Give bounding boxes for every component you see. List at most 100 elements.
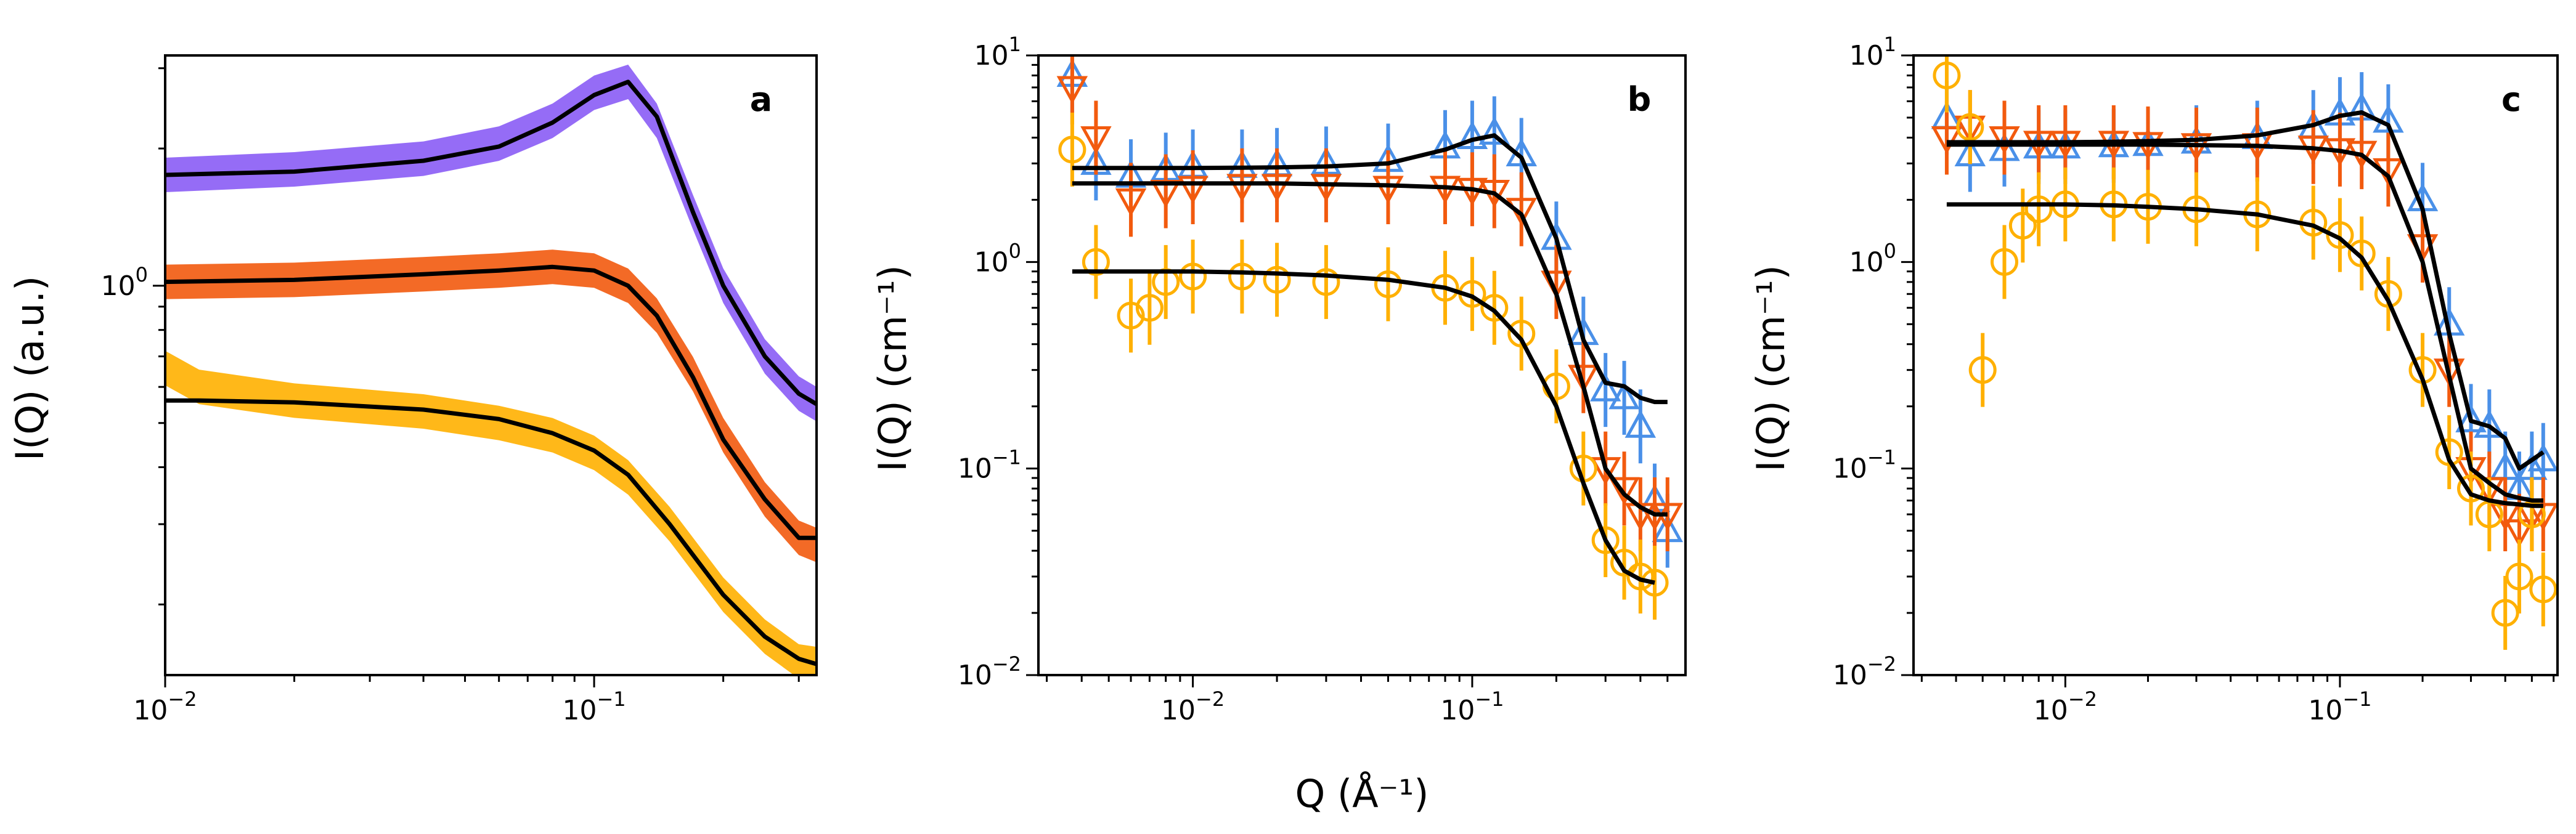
data-point-orange (1931, 126, 1963, 155)
data-point-blue (1624, 410, 1657, 438)
data-point-orange (1310, 174, 1342, 203)
data-point-yellow (1135, 294, 1164, 322)
fit-line-yellow (1946, 202, 2543, 508)
axes-frame (164, 54, 818, 676)
series-yellow (165, 350, 817, 675)
data-point-yellow (1641, 569, 1669, 597)
x-tick-label: 10−2 (133, 687, 197, 726)
data-point-orange (1226, 174, 1258, 203)
data-point-yellow (2457, 474, 2485, 503)
series-orange (165, 249, 817, 562)
data-point-yellow (2024, 195, 2053, 224)
data-point-yellow (1480, 294, 1509, 322)
y-tick-label: 101 (974, 33, 1021, 71)
data-point-orange (1608, 477, 1640, 506)
panel-a-label: a (750, 80, 772, 119)
data-point-yellow (2326, 221, 2354, 249)
data-point-yellow (2529, 575, 2558, 604)
series-orange (1056, 55, 1684, 552)
data-point-yellow (1312, 268, 1340, 296)
data-point-blue (1954, 138, 1986, 166)
data-band-orange (165, 249, 817, 562)
data-point-yellow (1228, 262, 1256, 291)
data-point-yellow (2505, 562, 2533, 591)
data-point-blue (2373, 104, 2404, 133)
data-point-yellow (1082, 248, 1110, 276)
y-tick-label: 10−2 (1833, 652, 1896, 691)
data-point-blue (1608, 381, 1640, 410)
x-tick-label: 10−1 (2308, 687, 2371, 726)
data-point-yellow (1117, 301, 1145, 330)
data-point-yellow (1626, 562, 1655, 591)
series-purple (165, 64, 817, 422)
data-point-orange (2527, 503, 2558, 532)
data-point-yellow (1968, 356, 1997, 384)
panel-b-plot-area: 10−2 10−1 10−2 10−1 100 101 (958, 33, 1687, 726)
panel-c-ylabel: I(Q) (cm⁻¹) (1748, 265, 1793, 472)
axes-frame (1912, 54, 2559, 676)
x-tick-label: 10−2 (2034, 687, 2097, 726)
y-tick-label: 10−2 (958, 652, 1021, 691)
shared-xlabel: Q (Å⁻¹) (1295, 771, 1429, 816)
fit-line-blue (1072, 133, 1668, 405)
data-point-yellow (2374, 280, 2402, 308)
data-point-yellow (1374, 270, 1402, 299)
x-tick-label: 10−1 (1440, 687, 1504, 726)
data-point-yellow (1591, 526, 1620, 554)
panel-b-chart: 10−2 10−1 10−2 10−1 100 101 b I(Q) (cm⁻¹) Q (… (870, 33, 1687, 816)
data-point-orange (1080, 126, 1112, 155)
y-tick-label: 100 (101, 263, 148, 302)
fit-line-orange (1072, 181, 1668, 517)
data-point-orange (1115, 188, 1147, 217)
data-point-orange (1989, 126, 2020, 155)
data-point-orange (1177, 176, 1209, 204)
data-point-orange (2503, 519, 2535, 548)
x-tick-label: 10−2 (1161, 687, 1225, 726)
data-point-blue (1456, 121, 1488, 149)
panel-a-data-layer (165, 64, 817, 675)
data-point-orange (1589, 457, 1621, 485)
data-point-yellow (1263, 265, 1291, 294)
y-tick-label: 10−1 (958, 446, 1021, 485)
fit-line-orange (1946, 142, 2543, 503)
data-point-yellow (1990, 248, 2018, 276)
data-point-yellow (1610, 549, 1639, 577)
data-point-orange (1568, 365, 1599, 393)
data-point-yellow (1507, 320, 1536, 348)
y-tick-label: 101 (1849, 33, 1896, 71)
data-point-yellow (2435, 438, 2463, 466)
data-point-yellow (2347, 239, 2376, 267)
fit-line-yellow (1072, 269, 1655, 585)
data-point-yellow (1933, 61, 1961, 89)
y-tick-label: 100 (974, 239, 1021, 278)
data-band-purple (165, 64, 817, 422)
data-point-blue (1478, 116, 1510, 145)
panel-b-data-layer (1056, 55, 1684, 620)
panel-a-chart: 10−2 10−1 100 a I(Q) (a.u.) (7, 54, 818, 726)
panel-a-plot-area: 10−2 10−1 100 (101, 54, 818, 726)
data-point-yellow (2008, 211, 2037, 240)
y-tick-label: 10−1 (1833, 446, 1896, 485)
fit-line-orange (165, 264, 817, 540)
data-point-yellow (1956, 113, 1984, 141)
panel-c-chart: 10−2 10−1 10−2 10−1 100 101 c I(Q) (cm⁻¹) (1748, 33, 2559, 726)
panel-c-plot-area: 10−2 10−1 10−2 10−1 100 101 (1833, 33, 2559, 726)
data-band-yellow (165, 350, 817, 675)
data-point-orange (1056, 76, 1088, 105)
fit-line-purple (165, 79, 817, 407)
panel-c-label: c (2501, 80, 2521, 119)
x-tick-label: 10−1 (562, 687, 626, 726)
data-point-blue (1589, 373, 1621, 402)
data-point-blue (2455, 404, 2487, 432)
data-point-orange (1261, 174, 1293, 203)
panel-b-ylabel: I(Q) (cm⁻¹) (870, 265, 915, 472)
panel-a-ylabel: I(Q) (a.u.) (7, 276, 52, 461)
fit-line-blue (1946, 110, 2545, 471)
panel-b-label: b (1628, 80, 1652, 119)
fit-line-yellow (165, 398, 817, 666)
data-point-orange (1372, 176, 1404, 204)
data-point-yellow (1179, 262, 1207, 291)
panel-c-data-layer (1931, 55, 2558, 650)
y-tick-label: 100 (1849, 239, 1896, 278)
